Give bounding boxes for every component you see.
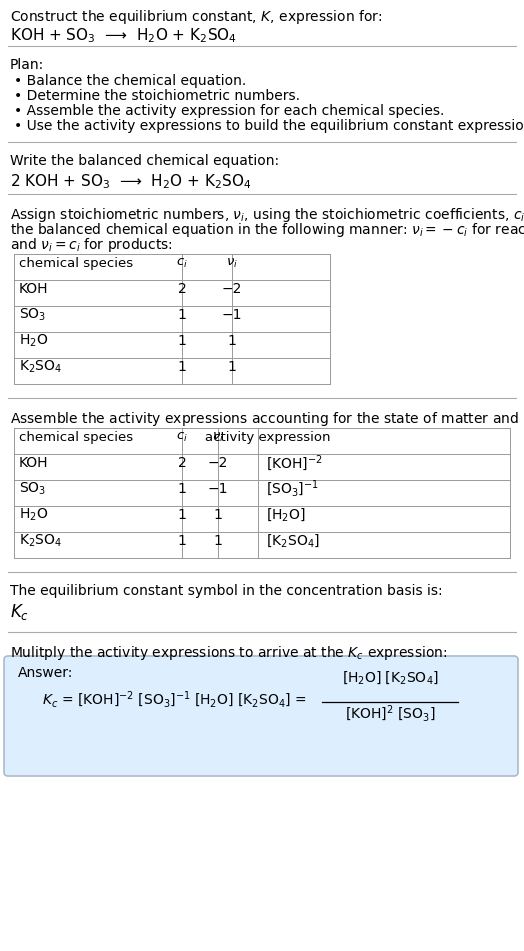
Text: 2: 2 xyxy=(178,456,187,470)
Text: 1: 1 xyxy=(178,534,187,548)
Text: Mulitply the activity expressions to arrive at the $K_c$ expression:: Mulitply the activity expressions to arr… xyxy=(10,644,447,662)
Text: SO$_3$: SO$_3$ xyxy=(19,307,46,323)
Text: H$_2$O: H$_2$O xyxy=(19,333,48,349)
Text: [KOH]$^{-2}$: [KOH]$^{-2}$ xyxy=(266,453,323,473)
Text: $K_c$ = [KOH]$^{-2}$ [SO$_3$]$^{-1}$ [H$_2$O] [K$_2$SO$_4$] =: $K_c$ = [KOH]$^{-2}$ [SO$_3$]$^{-1}$ [H$… xyxy=(42,689,307,710)
Text: 1: 1 xyxy=(178,360,187,374)
Text: SO$_3$: SO$_3$ xyxy=(19,481,46,497)
Text: 2 KOH + SO$_3$  ⟶  H$_2$O + K$_2$SO$_4$: 2 KOH + SO$_3$ ⟶ H$_2$O + K$_2$SO$_4$ xyxy=(10,172,252,191)
Text: • Assemble the activity expression for each chemical species.: • Assemble the activity expression for e… xyxy=(14,104,444,118)
Text: [H$_2$O] [K$_2$SO$_4$]: [H$_2$O] [K$_2$SO$_4$] xyxy=(342,670,439,686)
Text: Write the balanced chemical equation:: Write the balanced chemical equation: xyxy=(10,154,279,168)
Text: $c_i$: $c_i$ xyxy=(176,431,188,443)
Text: 1: 1 xyxy=(227,360,236,374)
Text: Answer:: Answer: xyxy=(18,666,73,680)
Text: The equilibrium constant symbol in the concentration basis is:: The equilibrium constant symbol in the c… xyxy=(10,584,443,598)
Text: • Balance the chemical equation.: • Balance the chemical equation. xyxy=(14,74,246,88)
Text: H$_2$O: H$_2$O xyxy=(19,507,48,523)
Text: $K_c$: $K_c$ xyxy=(10,602,29,622)
Text: chemical species: chemical species xyxy=(19,431,133,443)
Text: • Use the activity expressions to build the equilibrium constant expression.: • Use the activity expressions to build … xyxy=(14,119,524,133)
Text: K$_2$SO$_4$: K$_2$SO$_4$ xyxy=(19,359,62,376)
Text: Plan:: Plan: xyxy=(10,58,44,72)
Text: −2: −2 xyxy=(222,282,242,296)
Text: [SO$_3$]$^{-1}$: [SO$_3$]$^{-1}$ xyxy=(266,478,319,499)
Text: KOH: KOH xyxy=(19,456,49,470)
Text: chemical species: chemical species xyxy=(19,257,133,269)
Text: [K$_2$SO$_4$]: [K$_2$SO$_4$] xyxy=(266,533,320,550)
Text: 1: 1 xyxy=(214,508,222,522)
Text: activity expression: activity expression xyxy=(205,431,331,443)
Text: $\nu_i$: $\nu_i$ xyxy=(226,257,238,269)
Text: $c_i$: $c_i$ xyxy=(176,257,188,269)
Text: 1: 1 xyxy=(178,334,187,348)
Text: −1: −1 xyxy=(208,482,228,496)
Text: [KOH]$^2$ [SO$_3$]: [KOH]$^2$ [SO$_3$] xyxy=(345,704,435,725)
Text: K$_2$SO$_4$: K$_2$SO$_4$ xyxy=(19,533,62,549)
Text: −1: −1 xyxy=(222,308,242,322)
Text: 2: 2 xyxy=(178,282,187,296)
Text: the balanced chemical equation in the following manner: $\nu_i = -c_i$ for react: the balanced chemical equation in the fo… xyxy=(10,221,524,239)
Text: and $\nu_i = c_i$ for products:: and $\nu_i = c_i$ for products: xyxy=(10,236,173,254)
Text: • Determine the stoichiometric numbers.: • Determine the stoichiometric numbers. xyxy=(14,89,300,103)
Text: 1: 1 xyxy=(178,508,187,522)
FancyBboxPatch shape xyxy=(4,656,518,776)
Text: $\nu_i$: $\nu_i$ xyxy=(212,431,224,443)
Text: 1: 1 xyxy=(227,334,236,348)
Text: Assign stoichiometric numbers, $\nu_i$, using the stoichiometric coefficients, $: Assign stoichiometric numbers, $\nu_i$, … xyxy=(10,206,524,224)
Text: 1: 1 xyxy=(178,482,187,496)
Text: Construct the equilibrium constant, $K$, expression for:: Construct the equilibrium constant, $K$,… xyxy=(10,8,383,26)
Text: KOH: KOH xyxy=(19,282,49,296)
Text: 1: 1 xyxy=(214,534,222,548)
Text: KOH + SO$_3$  ⟶  H$_2$O + K$_2$SO$_4$: KOH + SO$_3$ ⟶ H$_2$O + K$_2$SO$_4$ xyxy=(10,26,237,45)
Text: −2: −2 xyxy=(208,456,228,470)
Text: [H$_2$O]: [H$_2$O] xyxy=(266,507,305,523)
Text: Assemble the activity expressions accounting for the state of matter and $\nu_i$: Assemble the activity expressions accoun… xyxy=(10,410,524,428)
Text: 1: 1 xyxy=(178,308,187,322)
